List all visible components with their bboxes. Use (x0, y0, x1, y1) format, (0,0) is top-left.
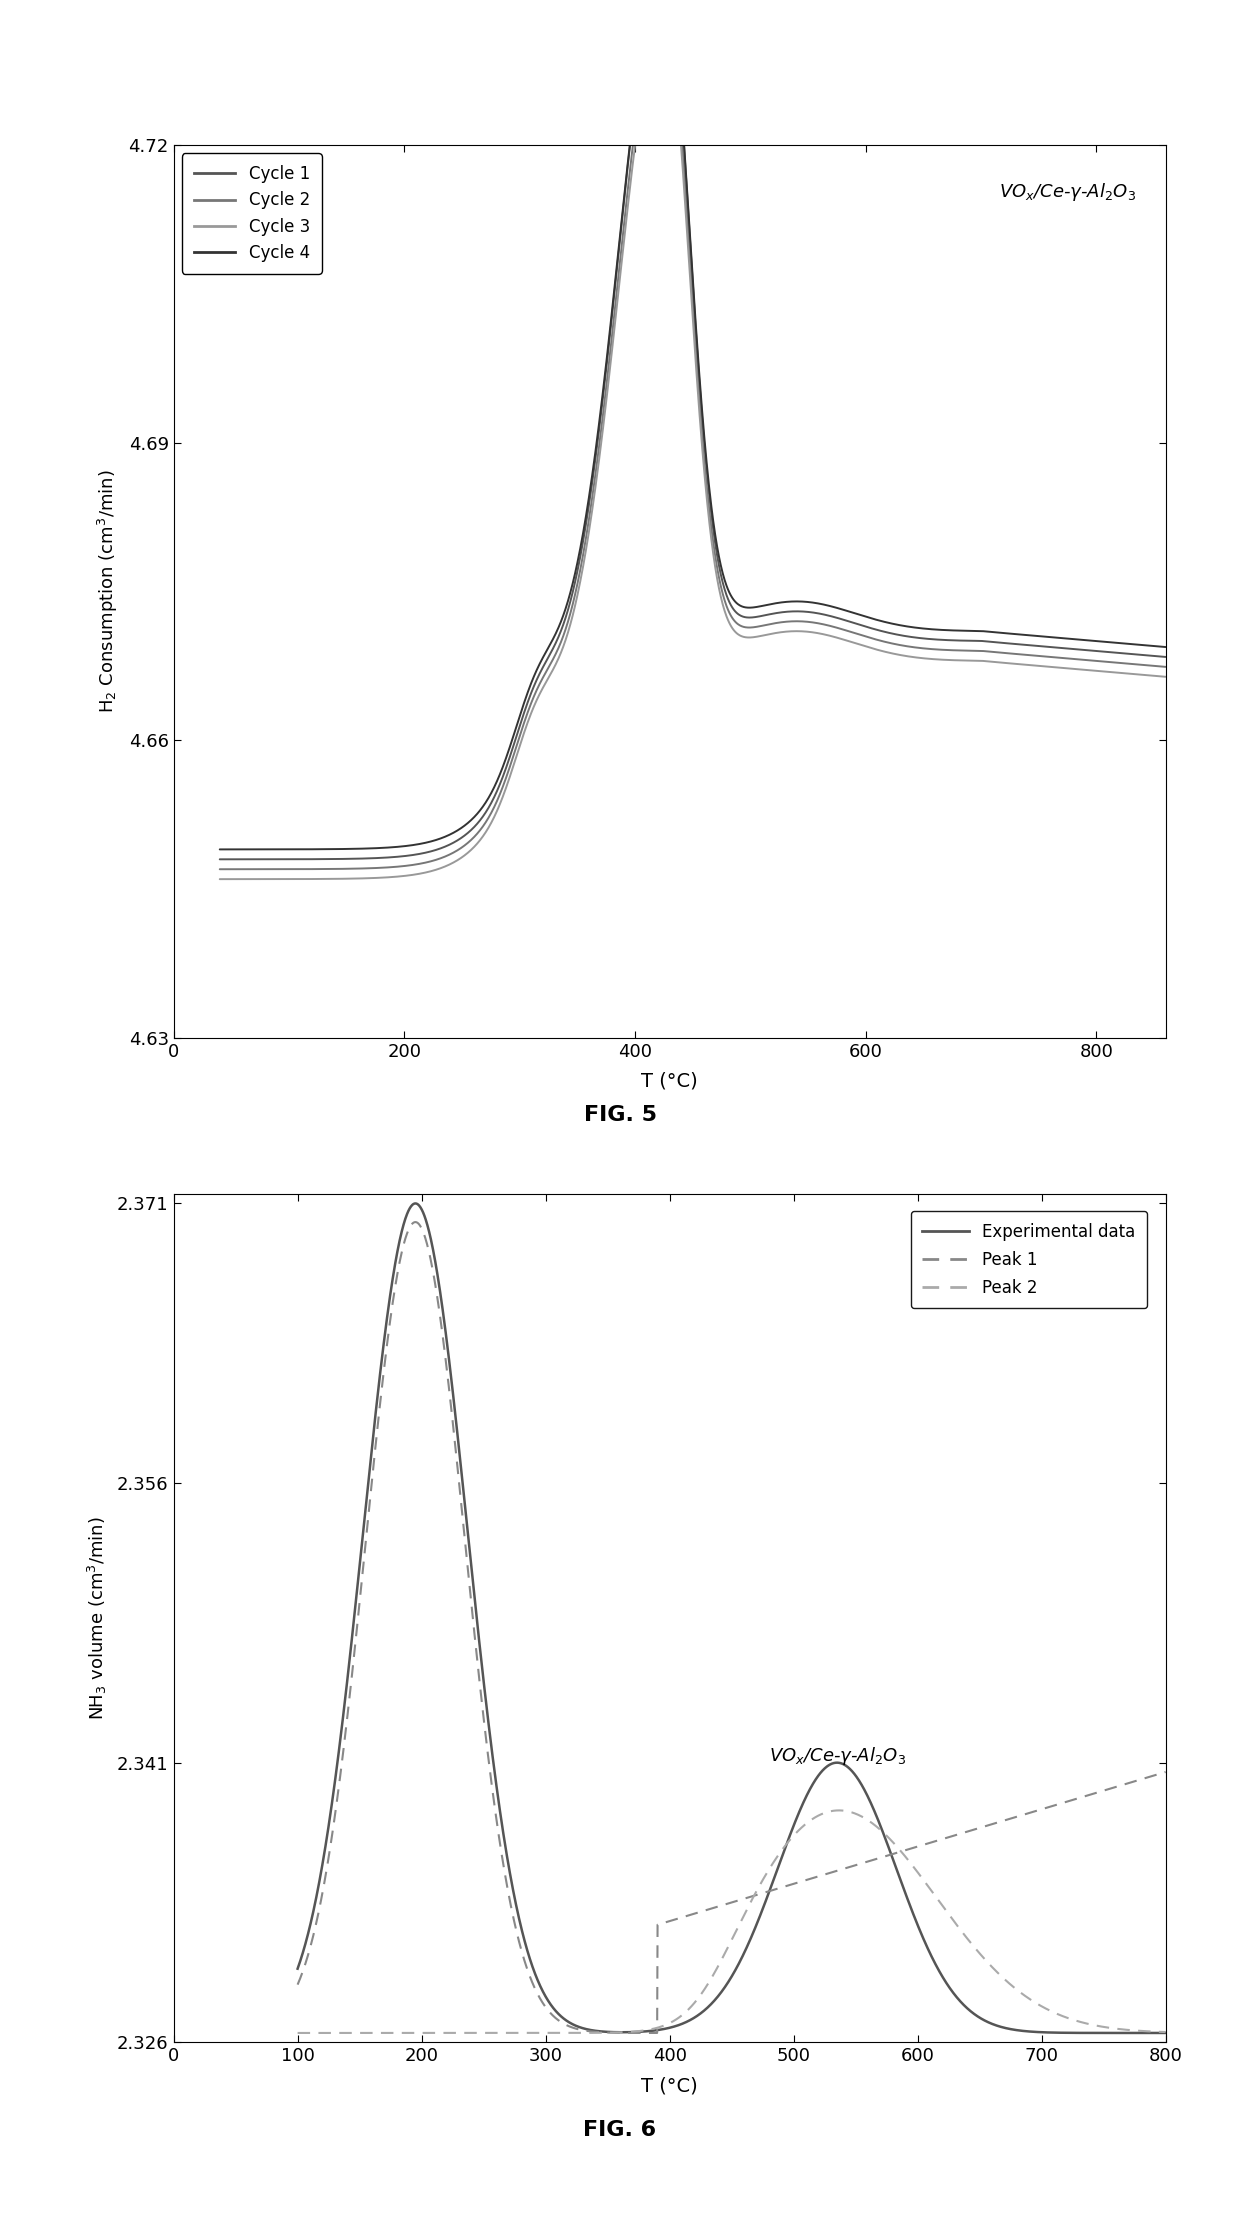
X-axis label: T (°C): T (°C) (641, 2076, 698, 2096)
X-axis label: T (°C): T (°C) (641, 1071, 698, 1091)
Legend: Experimental data, Peak 1, Peak 2: Experimental data, Peak 1, Peak 2 (910, 1212, 1147, 1308)
Text: VO$_x$/Ce-$\gamma$-Al$_2$O$_3$: VO$_x$/Ce-$\gamma$-Al$_2$O$_3$ (769, 1745, 906, 1768)
Text: FIG. 6: FIG. 6 (584, 2120, 656, 2140)
Text: FIG. 5: FIG. 5 (584, 1105, 656, 1125)
Y-axis label: H$_2$ Consumption (cm$^3$/min): H$_2$ Consumption (cm$^3$/min) (95, 469, 120, 714)
Text: VO$_x$/Ce-$\gamma$-Al$_2$O$_3$: VO$_x$/Ce-$\gamma$-Al$_2$O$_3$ (998, 181, 1136, 203)
Y-axis label: NH$_3$ volume (cm$^3$/min): NH$_3$ volume (cm$^3$/min) (86, 1516, 109, 1721)
Legend: Cycle 1, Cycle 2, Cycle 3, Cycle 4: Cycle 1, Cycle 2, Cycle 3, Cycle 4 (182, 154, 321, 275)
